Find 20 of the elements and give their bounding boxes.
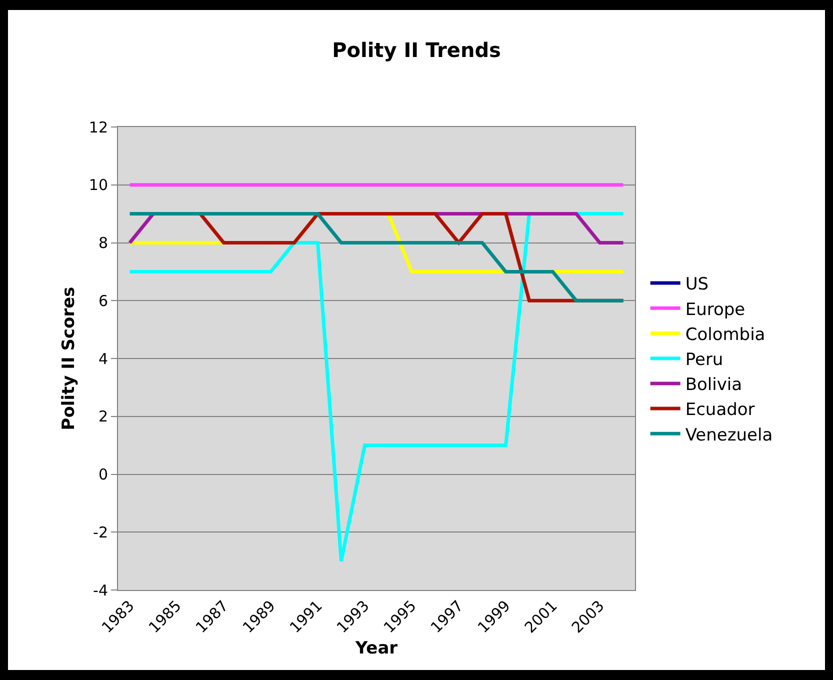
line-series	[128, 212, 625, 563]
x-axis-title: Year	[354, 638, 398, 659]
legend-label: Venezuela	[685, 425, 773, 446]
chart-title: Polity II Trends	[332, 38, 501, 62]
y-tick-label: 10	[88, 176, 108, 194]
y-tick-label: 0	[98, 466, 108, 484]
y-tick-label: -2	[93, 523, 108, 542]
legend-label: Bolivia	[685, 375, 742, 396]
y-tick-label: 12	[88, 118, 108, 136]
legend-label: Peru	[685, 350, 724, 370]
y-tick-label: 2	[98, 408, 108, 426]
y-tick-label: 8	[98, 234, 108, 252]
y-axis-title: Polity II Scores	[59, 286, 79, 430]
legend-label: Ecuador	[685, 400, 755, 420]
legend-label: US	[685, 274, 709, 295]
legend-label: Colombia	[685, 324, 766, 345]
y-tick-label: 6	[98, 292, 108, 310]
y-tick-label: -4	[93, 581, 108, 600]
y-tick-label: 4	[98, 350, 108, 368]
legend-label: Europe	[685, 300, 746, 320]
